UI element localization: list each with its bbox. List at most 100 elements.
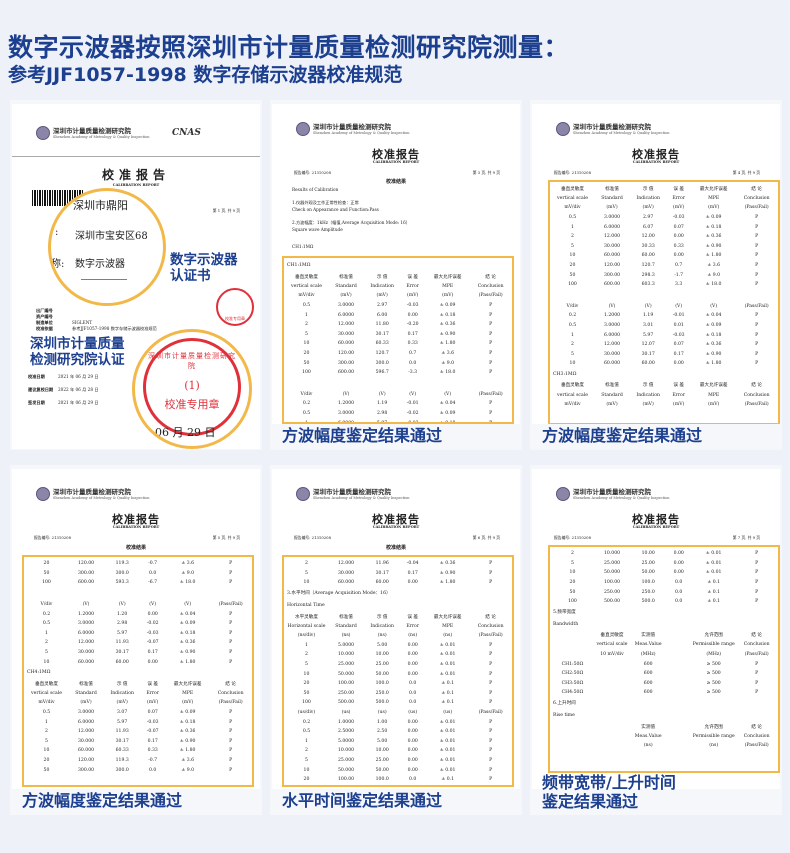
table-cell: Conclusion: [743, 642, 770, 648]
table-cell: 600: [643, 690, 653, 696]
institute-logo: 深圳市计量质量检测研究院 Shenzhen Academy of Metrolog…: [296, 122, 410, 136]
table-cell: 300.0: [375, 360, 389, 366]
table-cell: (mV): [147, 700, 159, 706]
table-cell: 标准值: [339, 614, 353, 620]
table-cell: 2: [305, 322, 308, 328]
table-cell: 水平灵敏度: [294, 614, 318, 620]
table-row: 实测值 允许范围 结 论: [551, 722, 777, 732]
table-cell: Error: [672, 195, 686, 201]
table-cell: 5.00: [377, 642, 388, 648]
table-cell: Horizontal scale: [287, 623, 326, 629]
table-cell: Permissible range: [692, 733, 735, 739]
table-cell: 60.000: [603, 361, 621, 367]
table-cell: ± 0.01: [705, 560, 722, 566]
table-row: 100 500.00 500.0 0.0 ± 0.1 P: [285, 698, 511, 708]
table-cell: 0.00: [673, 361, 684, 367]
table-cell: 1.2000: [603, 313, 621, 319]
table-cell: 5: [305, 662, 308, 668]
table-row: 垂直灵敏度 实测值 允许范围 结 论: [551, 631, 777, 641]
table-cell: 600.00: [603, 282, 621, 288]
table-cell: Error: [672, 392, 686, 398]
table-cell: vertical scale: [557, 392, 588, 398]
table-cell: 100: [302, 370, 311, 376]
table-cell: (V): [644, 303, 652, 309]
table-cell: Permissible range: [692, 642, 735, 648]
table-cell: P: [229, 757, 233, 763]
highlight-box: 20 120.00 119.3 -0.7 ± 3.6 P 50 300.00 300.0 0.0 ±…: [22, 555, 254, 787]
table-cell: 300.0: [115, 767, 129, 773]
table-cell: -0.07: [146, 729, 159, 735]
table-cell: (us): [377, 710, 387, 716]
table-cell: 120.7: [375, 351, 389, 357]
institute-text: 深圳市计量质量检测研究院 Shenzhen Academy of Metrolog…: [313, 487, 410, 500]
table-cell: ± 0.36: [439, 322, 456, 328]
table-section-label: Rise time: [553, 712, 575, 718]
table-cell: (Pass/Fail): [744, 205, 769, 211]
table-cell: 100.0: [641, 580, 655, 586]
table-cell: 596.7: [375, 370, 389, 376]
table-cell: Meas.Value: [634, 733, 662, 739]
table-cell: 0.33: [407, 341, 418, 347]
stamp-magnifier-circle: 深圳市计量质量检测研究院 (1) 校准专用章 06 月 29 日: [132, 329, 252, 449]
table-cell: 500.00: [337, 700, 355, 706]
table-cell: 最大允许误差: [433, 274, 462, 280]
table-cell: P: [489, 748, 493, 754]
table-cell: 0.0: [149, 767, 157, 773]
magnified-instrument: 数字示波器: [75, 259, 125, 270]
institute-logo: 深圳市计量质量检测研究院 Shenzhen Academy of Metrolog…: [556, 122, 670, 136]
table-cell: -0.03: [146, 719, 159, 725]
table-cell: 11.93: [115, 640, 129, 646]
table-cell: 50.000: [337, 767, 355, 773]
table-cell: (mV): [442, 293, 454, 299]
stamp-number: (1): [184, 379, 200, 392]
table-cell: P: [755, 313, 759, 319]
institute-name: 深圳市计量质量检测研究院: [313, 487, 391, 496]
table-cell: 5: [571, 243, 574, 249]
table-row: mV/div (mV) (mV) (mV) (mV) (Pass/Fail): [285, 291, 511, 301]
table-cell: 30.000: [337, 331, 355, 337]
table-cell: P: [755, 243, 759, 249]
table-cell: P: [229, 710, 233, 716]
table-cell: (us/div): [297, 710, 316, 716]
table-cell: P: [755, 589, 759, 595]
table-cell: (Pass/Fail): [478, 293, 503, 299]
table-row: CH4:50Ω 600 ≥ 500 P: [551, 688, 777, 698]
table-cell: P: [229, 630, 233, 636]
table-cell: ± 0.01: [439, 642, 456, 648]
header-divider: [12, 156, 260, 157]
table-cell: MPE: [442, 283, 454, 289]
table-row: Horizontal scale Standard Indication Error M…: [285, 621, 511, 631]
table-cell: 垂直灵敏度: [560, 186, 584, 192]
table-section-label: 6.上升时间: [553, 700, 576, 706]
table-cell: 5.0000: [337, 738, 355, 744]
table-cell: 500.0: [375, 700, 389, 706]
table-cell: Standard: [335, 283, 357, 289]
table-cell: 实测值: [641, 724, 656, 730]
table-cell: 20: [43, 757, 50, 763]
table-cell: -0.07: [146, 640, 159, 646]
table-cell: 3.0000: [603, 215, 621, 221]
table-cell: Conclusion: [743, 392, 770, 398]
institute-name-en: Shenzhen Academy of Metrology & Quality …: [53, 495, 150, 500]
table-cell: 5.97: [643, 332, 654, 338]
table-cell: ± 18.0: [439, 370, 456, 376]
table-cell: (mV): [376, 293, 388, 299]
table-cell: (V): [149, 602, 157, 608]
table-cell: Indication: [636, 392, 660, 398]
table-cell: 0.0: [675, 580, 683, 586]
table-cell: 0.0: [409, 690, 417, 696]
table-cell: Error: [146, 690, 160, 696]
calibration-paper: 深圳市计量质量检测研究院 Shenzhen Academy of Metrolog…: [532, 469, 780, 789]
table-cell: 0.00: [147, 611, 158, 617]
table-row: 20 100.00 100.0 0.0 ± 0.1 P: [285, 679, 511, 689]
doc-title: 校准报告: [372, 513, 420, 526]
table-cell: P: [489, 360, 493, 366]
table-cell: 0.0: [149, 570, 157, 576]
overlay-cert-label: 数字示波器 认证书: [170, 252, 238, 284]
table-cell: 20: [303, 351, 310, 357]
table-row: 10 50.000 50.00 0.00 ± 0.01 P: [285, 765, 511, 775]
table-cell: ± 0.18: [439, 312, 456, 318]
table-cell: 5.97: [377, 420, 388, 424]
result-line: 校准结果: [385, 545, 406, 551]
table-cell: 12.000: [603, 342, 621, 348]
